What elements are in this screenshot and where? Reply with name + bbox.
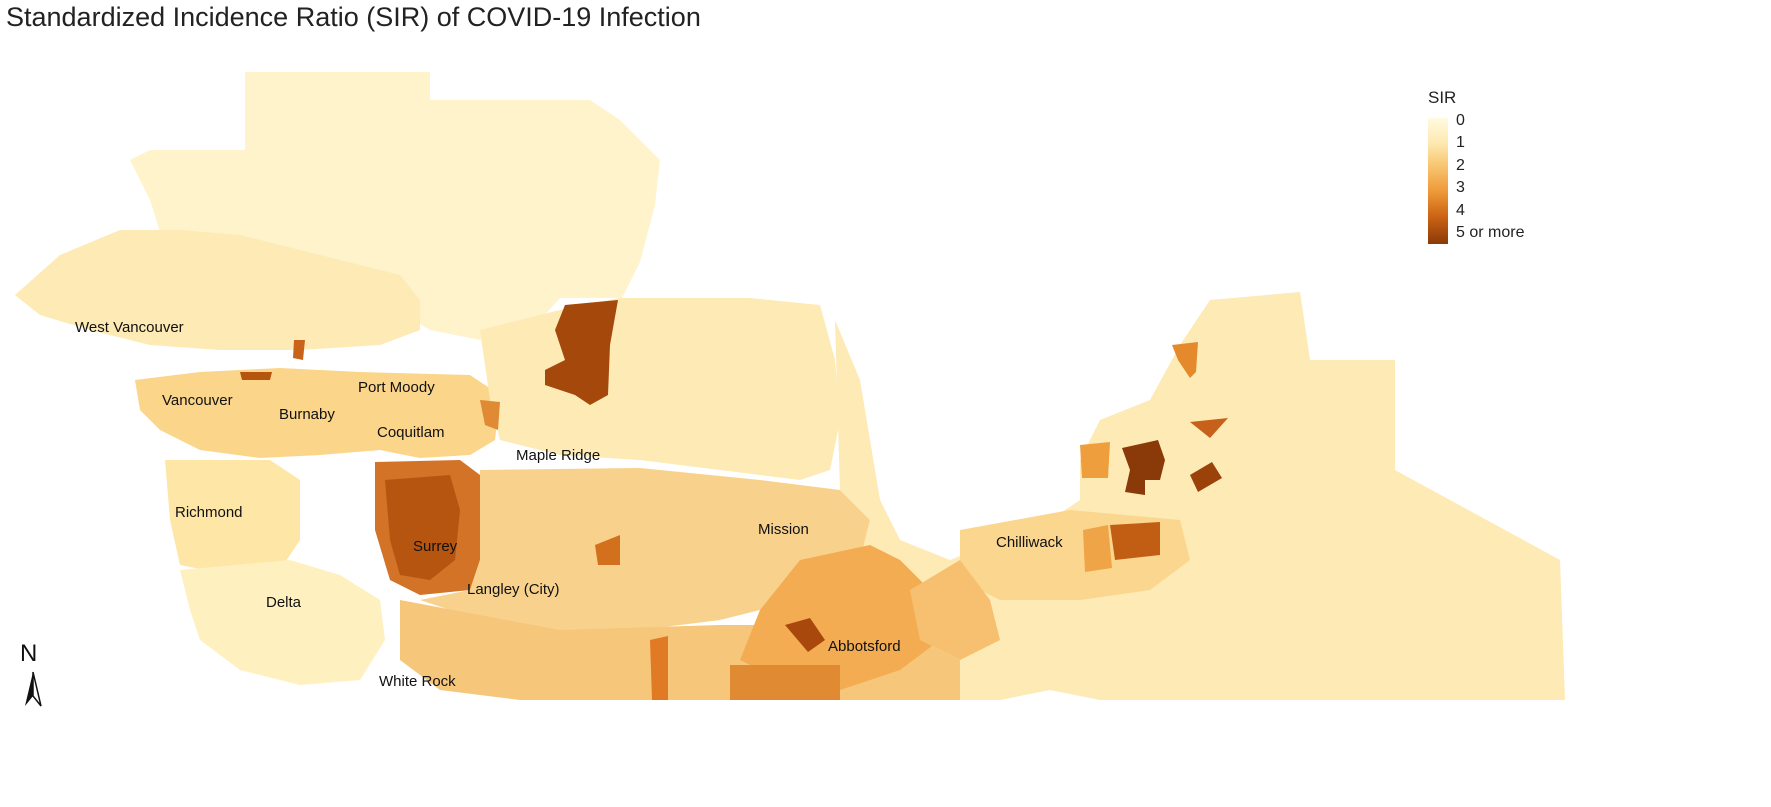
hotspot-east-small xyxy=(1190,418,1228,438)
place-label-langley-city: Langley (City) xyxy=(467,581,560,598)
hotspot-north-fragment xyxy=(1172,342,1198,378)
place-label-delta: Delta xyxy=(266,594,302,611)
place-label-white-rock: White Rock xyxy=(379,673,456,690)
legend-label-2: 2 xyxy=(1456,156,1465,174)
region-abbotsford xyxy=(740,545,940,690)
place-label-mission: Mission xyxy=(758,521,809,538)
legend-label-0: 0 xyxy=(1456,112,1465,129)
hotspot-east-mid xyxy=(1080,442,1110,478)
map-title: Standardized Incidence Ratio (SIR) of CO… xyxy=(6,2,701,32)
legend-label-1: 1 xyxy=(1456,134,1465,152)
hotspot-maple-ridge-north xyxy=(545,300,618,405)
region-north xyxy=(130,72,660,340)
region-fraser-valley-west xyxy=(420,468,870,630)
hotspot-east-ridge xyxy=(1190,462,1222,492)
legend-label-4: 4 xyxy=(1456,201,1465,219)
legend-labels: 0 1 2 3 4 5 or more xyxy=(1456,112,1524,242)
place-label-vancouver: Vancouver xyxy=(162,392,233,409)
hotspot-chilliwack-south xyxy=(1110,522,1160,560)
hotspot-chilliwack-north xyxy=(1122,440,1165,495)
region-west-vancouver xyxy=(15,230,420,350)
hotspot-maple-ridge-west xyxy=(480,400,500,430)
hotspot-surrey-core xyxy=(385,475,460,580)
place-label-port-moody: Port Moody xyxy=(358,379,435,396)
place-label-burnaby: Burnaby xyxy=(279,406,335,423)
region-delta xyxy=(180,560,385,685)
hotspot-burrard-inlet xyxy=(240,372,272,380)
hotspot-burnaby-north xyxy=(293,340,305,360)
legend: SIR 0 1 2 3 4 5 or more xyxy=(1428,88,1524,244)
place-label-richmond: Richmond xyxy=(175,504,243,521)
legend-body: 0 1 2 3 4 5 or more xyxy=(1428,112,1524,244)
legend-title: SIR xyxy=(1428,88,1457,107)
map-regions xyxy=(15,72,1565,700)
place-label-surrey: Surrey xyxy=(413,538,458,555)
region-richmond xyxy=(165,460,300,575)
north-arrow-label: N xyxy=(20,640,38,667)
hotspot-abbotsford-core xyxy=(785,618,825,652)
legend-label-3: 3 xyxy=(1456,179,1465,197)
place-label-maple-ridge: Maple Ridge xyxy=(516,447,600,464)
legend-color-ramp xyxy=(1428,118,1448,244)
place-label-coquitlam: Coquitlam xyxy=(377,424,445,441)
legend-label-5: 5 or more xyxy=(1456,223,1525,241)
place-label-west-vancouver: West Vancouver xyxy=(75,319,184,336)
hotspot-east-band xyxy=(1083,525,1112,572)
hotspot-south-strip xyxy=(730,665,840,700)
region-vancouver-burnaby xyxy=(135,368,500,458)
north-arrow-icon xyxy=(25,671,42,707)
place-labels: West Vancouver Vancouver Burnaby Port Mo… xyxy=(75,319,1063,690)
hotspot-langley-a xyxy=(595,535,620,565)
place-label-chilliwack: Chilliwack xyxy=(996,534,1063,551)
place-label-abbotsford: Abbotsford xyxy=(828,638,901,655)
hotspot-langley-b xyxy=(650,636,668,700)
region-mid-east xyxy=(910,560,1000,660)
